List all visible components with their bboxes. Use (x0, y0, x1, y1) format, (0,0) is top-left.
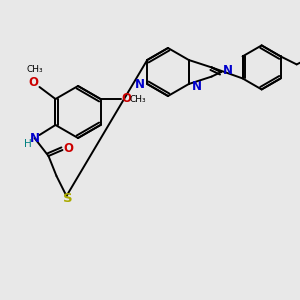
Text: N: N (135, 79, 145, 92)
Text: O: O (28, 76, 38, 88)
Text: N: N (29, 131, 40, 145)
Text: S: S (63, 191, 72, 205)
Text: O: O (122, 92, 131, 106)
Text: O: O (64, 142, 74, 154)
Text: CH₃: CH₃ (129, 94, 146, 103)
Text: N: N (223, 64, 233, 77)
Text: N: N (192, 80, 202, 94)
Text: H: H (24, 139, 32, 149)
Text: CH₃: CH₃ (26, 65, 43, 74)
